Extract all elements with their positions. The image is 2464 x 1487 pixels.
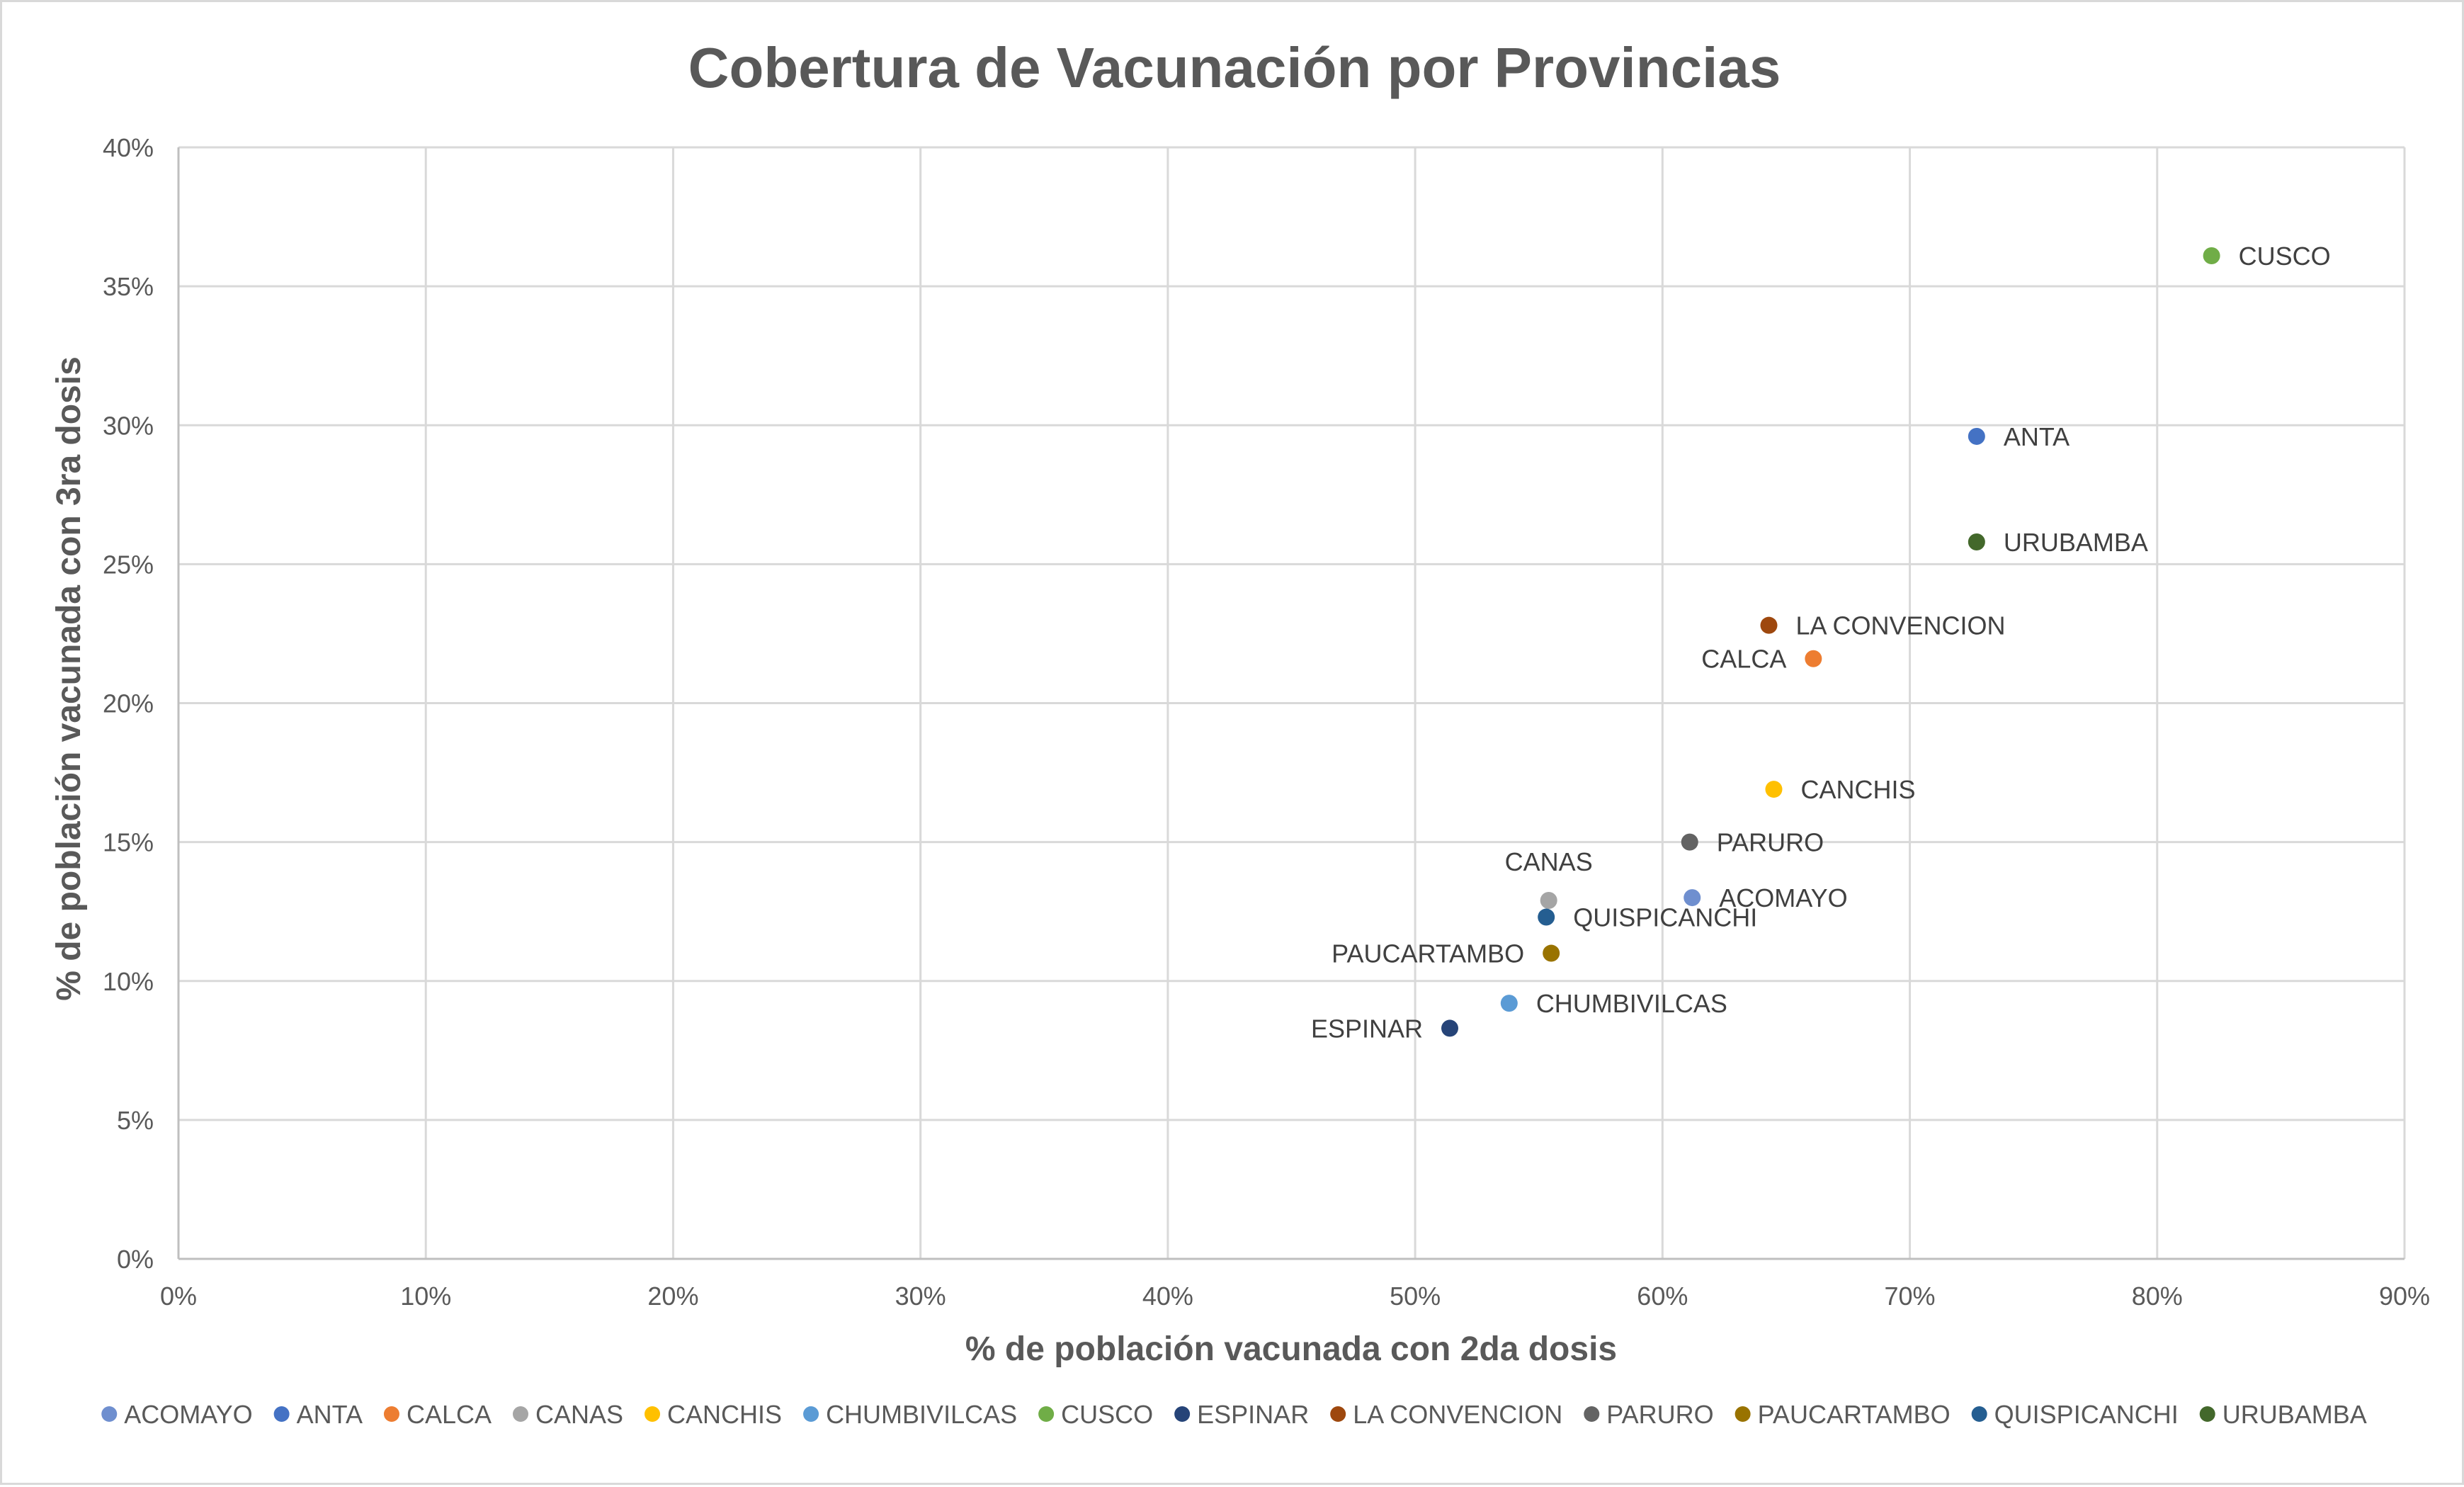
legend-label: ANTA [297,1400,363,1429]
data-label: PARURO [1717,828,1824,857]
legend-item: CANCHIS [645,1400,782,1429]
chart-title: Cobertura de Vacunación por Provincias [688,36,1781,99]
legend-item: ANTA [273,1400,363,1429]
data-point [2203,247,2220,264]
x-axis-title: % de población vacunada con 2da dosis [965,1330,1617,1368]
data-label: CUSCO [2239,242,2331,271]
x-tick-label: 60% [1637,1282,1688,1311]
x-tick-label: 30% [895,1282,946,1311]
data-label: CANCHIS [1800,775,1915,804]
data-points [1441,247,2220,1037]
legend: ACOMAYO ANTA CALCA CANAS CANCHIS CHUMBIVILCAS… [101,1400,2367,1429]
legend-label: PARURO [1606,1400,1713,1429]
legend-marker [803,1406,819,1422]
y-tick-label: 20% [103,689,154,718]
data-label: CALCA [1701,645,1786,674]
y-tick-label: 30% [103,411,154,440]
legend-marker [101,1406,118,1422]
x-tick-label: 0% [160,1282,197,1311]
data-label: ACOMAYO [1719,883,1847,912]
data-point [1684,889,1701,907]
legend-marker [273,1406,290,1422]
data-point [1968,427,1985,445]
legend-marker [1174,1406,1191,1422]
x-tick-label: 90% [2379,1282,2430,1311]
legend-marker [2199,1406,2215,1422]
x-tick-label: 50% [1390,1282,1441,1311]
legend-label: LA CONVENCION [1353,1400,1562,1429]
x-tick-label: 10% [400,1282,451,1311]
legend-label: PAUCARTAMBO [1758,1400,1951,1429]
legend-item: PARURO [1584,1400,1714,1429]
y-tick-label: 35% [103,272,154,301]
data-label: QUISPICANCHI [1573,903,1757,932]
legend-label: ESPINAR [1197,1400,1309,1429]
data-point [1681,833,1698,851]
data-point [1441,1019,1459,1037]
legend-label: QUISPICANCHI [1994,1400,2179,1429]
grid-lines [178,146,2406,1259]
data-point [1805,650,1822,667]
y-tick-label: 5% [117,1106,154,1135]
legend-marker [645,1406,661,1422]
y-tick-label: 15% [103,828,154,857]
y-axis-title: % de población vacunada con 3ra dosis [50,356,88,1001]
data-point [1968,533,1985,550]
data-label: LA CONVENCION [1795,611,2005,640]
x-tick-label: 20% [647,1282,698,1311]
legend-marker [383,1406,399,1422]
data-label: ESPINAR [1311,1014,1423,1043]
legend-marker [1971,1406,1987,1422]
legend-item: CHUMBIVILCAS [803,1400,1017,1429]
y-tick-label: 40% [103,133,154,162]
legend-item: LA CONVENCION [1330,1400,1562,1429]
legend-label: URUBAMBA [2222,1400,2367,1429]
x-tick-label: 40% [1142,1282,1193,1311]
legend-item: ACOMAYO [101,1400,253,1429]
data-point [1760,616,1778,634]
x-tick-label: 80% [2132,1282,2183,1311]
legend-label: ACOMAYO [124,1400,252,1429]
data-point [1543,944,1560,962]
legend-marker [1584,1406,1600,1422]
data-point [1540,891,1557,909]
y-tick-label: 25% [103,550,154,579]
legend-marker [1038,1406,1055,1422]
data-point [1500,995,1518,1012]
legend-item: CANAS [513,1400,623,1429]
legend-label: CANCHIS [667,1400,782,1429]
legend-marker [513,1406,528,1422]
legend-marker [1330,1406,1346,1422]
legend-item: QUISPICANCHI [1971,1400,2179,1429]
tick-labels: 0% 10% 20% 30% 40% 50% 60% 70% 80% 90% 0% 5% 10% 15% 2… [103,133,2430,1311]
data-label: CANAS [1505,847,1593,876]
data-label: PAUCARTAMBO [1332,939,1524,968]
legend-label: CANAS [535,1400,623,1429]
legend-item: CALCA [383,1400,492,1429]
data-label: URUBAMBA [2004,528,2148,557]
legend-label: CALCA [407,1400,492,1429]
y-tick-label: 10% [103,967,154,996]
x-tick-label: 70% [1885,1282,1936,1311]
legend-item: URUBAMBA [2199,1400,2367,1429]
data-labels: ACOMAYO ANTA CALCA CANAS CANCHIS CHUMBIVILCAS… [1311,242,2331,1043]
legend-label: CUSCO [1061,1400,1153,1429]
legend-label: CHUMBIVILCAS [826,1400,1017,1429]
legend-item: CUSCO [1038,1400,1153,1429]
data-label: CHUMBIVILCAS [1536,989,1727,1018]
legend-item: PAUCARTAMBO [1735,1400,1951,1429]
legend-marker [1735,1406,1751,1422]
legend-item: ESPINAR [1174,1400,1309,1429]
data-point [1538,908,1555,926]
data-point [1765,781,1783,798]
data-label: ANTA [2004,422,2070,451]
axes [177,147,2405,1260]
y-tick-label: 0% [117,1245,154,1274]
